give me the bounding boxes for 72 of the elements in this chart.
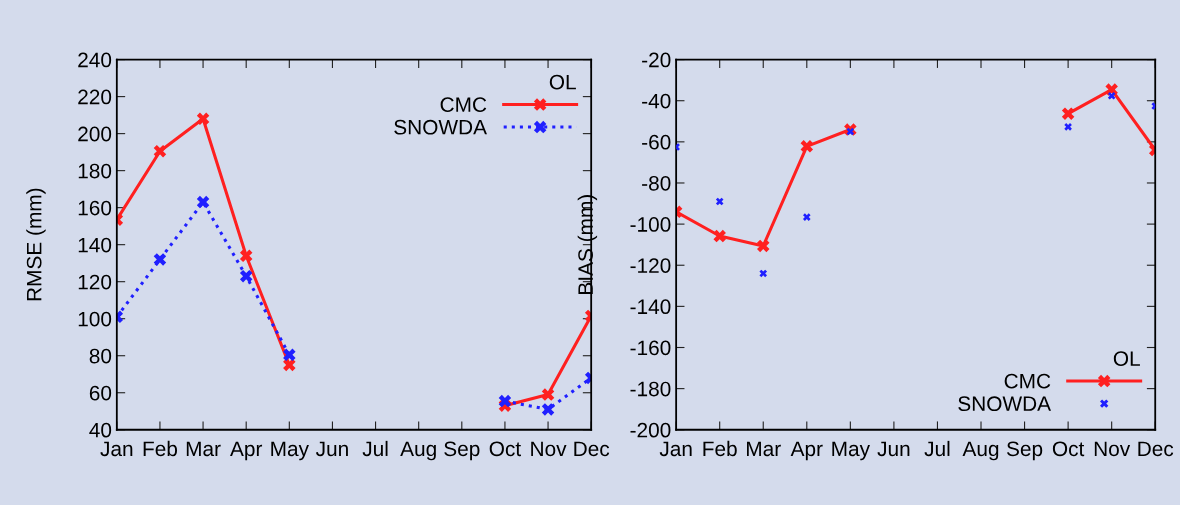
x-tick-label: Jan [100,441,133,457]
legend-label: CMC [1004,373,1051,389]
point [498,394,512,408]
legend-title: OL [549,74,576,90]
y-tick-label: -100 [630,217,671,232]
point [153,253,167,266]
point [1061,107,1075,120]
legend-label: SNOWDA [958,396,1052,412]
x-tick-label: Dec [574,441,610,457]
y-tick-label: 60 [89,385,112,401]
point [1107,91,1116,100]
y-tick-label: -180 [630,381,671,397]
legend-label: SNOWDA [394,119,487,135]
x-tick-label: Sep [444,441,480,461]
x-tick-label: Sep [1006,441,1043,461]
point [196,112,210,126]
x-tick-label: Nov [531,441,567,457]
x-tick-label: Oct [1052,441,1085,457]
x-tick-label: Dec [1138,441,1174,457]
x-tick-label: Oct [489,441,521,457]
x-tick-label: Jun [315,441,348,457]
x-tick-label: Aug [400,441,436,461]
point [196,195,210,209]
y-tick-label: 100 [78,311,112,327]
x-tick-label: Jul [924,440,950,457]
y-tick-label: 240 [78,52,112,68]
y-tick-label: 140 [78,237,112,253]
x-tick-label: May [832,441,870,461]
point [541,403,555,416]
y-tick-label: 220 [78,89,112,105]
y-tick-label: 160 [78,200,112,216]
y-tick-label: 120 [78,274,112,290]
x-tick-label: Nov [1094,441,1131,457]
y-tick-label: -200 [630,422,671,438]
y-tick-label: -40 [642,93,671,109]
y-tick-label: -140 [630,299,671,315]
y-tick-label: 180 [78,163,112,179]
point [803,213,811,221]
x-tick-label: Mar [186,441,221,457]
point [153,144,167,158]
point [239,249,253,263]
y-tick-label: -20 [642,52,671,68]
y-tick-label: 40 [89,422,112,438]
x-tick-label: Apr [230,441,263,461]
y-tick-label: -120 [630,258,671,273]
x-tick-label: Mar [747,441,781,457]
point [541,388,555,401]
legend-label: CMC [440,97,487,113]
point [757,239,770,253]
x-tick-label: Aug [962,441,999,461]
x-tick-label: Apr [790,441,823,461]
point [283,358,296,372]
y-tick-label: -60 [642,134,671,150]
point [715,197,724,206]
y-tick-label: 200 [78,126,112,142]
x-tick-label: Jan [659,441,692,457]
point [283,348,296,362]
x-tick-label: Jun [877,441,910,457]
y-tick-label: 80 [89,348,112,364]
x-tick-label: Feb [703,440,737,457]
point [759,269,768,278]
x-tick-label: May [271,441,309,461]
legend-title: OL [1113,351,1140,366]
y-axis-title: RMSE (mm) [26,188,46,301]
point [800,140,814,153]
point [713,229,726,243]
y-tick-label: -160 [630,340,671,356]
point [239,269,253,283]
y-tick-label: -80 [642,175,671,191]
x-tick-label: Jul [362,440,388,457]
point [846,127,855,136]
x-tick-label: Feb [143,440,178,457]
